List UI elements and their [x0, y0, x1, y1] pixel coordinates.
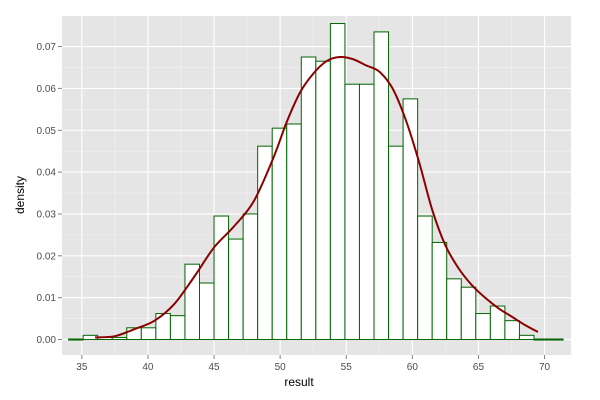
histogram-bar [228, 238, 244, 341]
histogram-bars [68, 23, 564, 341]
y-axis-ticks: 0.00 0.01 0.02 0.03 0.04 0.05 0.06 0.07 [37, 42, 62, 346]
x-tick-label: 45 [208, 362, 220, 373]
y-tick-label: 0.06 [37, 84, 57, 95]
x-tick-label: 50 [275, 362, 287, 373]
histogram-bar [169, 315, 186, 341]
y-tick-label: 0.04 [37, 168, 57, 179]
x-tick-label: 35 [76, 362, 88, 373]
histogram-bar [198, 282, 215, 341]
x-tick-label: 55 [341, 362, 353, 373]
histogram-bar [548, 338, 564, 341]
histogram-bar [111, 336, 128, 341]
histogram-bar [504, 320, 520, 341]
x-axis-title: result [284, 375, 314, 389]
x-axis-ticks: 35 40 45 50 55 60 65 70 [76, 355, 551, 373]
y-tick-label: 0.07 [37, 42, 57, 53]
histogram-bar [329, 23, 346, 341]
histogram-bar [315, 60, 331, 341]
histogram-bar [388, 145, 404, 341]
histogram-bar [286, 123, 302, 341]
histogram-bar [300, 56, 317, 341]
y-tick-label: 0.02 [37, 251, 57, 262]
histogram-bar [344, 83, 360, 341]
y-tick-label: 0.05 [37, 126, 57, 137]
x-tick-label: 65 [473, 362, 485, 373]
histogram-bar [533, 338, 550, 341]
histogram-bar [68, 338, 84, 341]
y-tick-label: 0.03 [37, 209, 57, 220]
histogram-bar [358, 83, 375, 341]
histogram-bar [271, 127, 288, 341]
histogram-bar [184, 263, 200, 341]
x-tick-label: 40 [142, 362, 154, 373]
histogram-bar [257, 145, 273, 341]
y-tick-label: 0.01 [37, 293, 57, 304]
histogram-bar [242, 213, 259, 341]
histogram-bar [475, 313, 491, 341]
histogram-bar [446, 278, 462, 341]
x-tick-label: 60 [407, 362, 419, 373]
histogram-bar [460, 286, 477, 341]
x-tick-label: 70 [539, 362, 551, 373]
histogram-bar [431, 241, 448, 341]
density-curve [94, 55, 539, 339]
histogram-bar [518, 334, 535, 341]
y-axis-title: density [13, 176, 27, 214]
histogram-bar [417, 215, 433, 341]
histogram-bar [140, 327, 157, 341]
y-tick-label: 0.00 [37, 335, 57, 346]
